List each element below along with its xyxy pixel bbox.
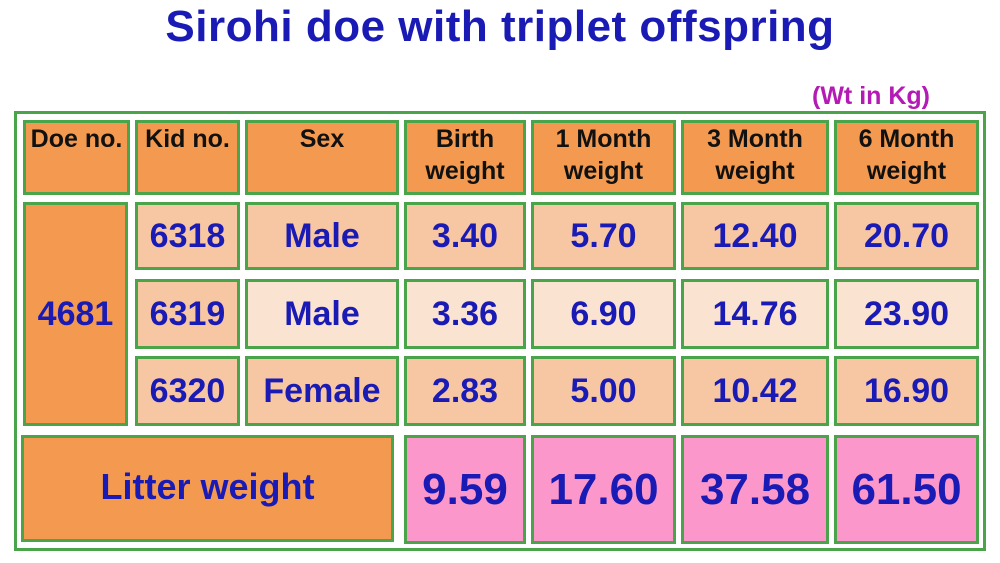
month6-weight-cell: 23.90 [834,279,979,349]
birth-weight-cell: 3.40 [404,202,526,270]
litter-weight-label: Litter weight [21,435,394,542]
month1-weight-cell: 5.00 [531,356,676,426]
litter-6-month-weight: 61.50 [834,435,979,544]
header-doe-no: Doe no. [23,120,130,195]
header-sex: Sex [245,120,399,195]
sex-cell: Female [245,356,399,426]
month3-weight-cell: 12.40 [681,202,829,270]
birth-weight-cell: 2.83 [404,356,526,426]
litter-1-month-weight: 17.60 [531,435,676,544]
litter-3-month-weight: 37.58 [681,435,829,544]
kid-no-cell: 6320 [135,356,240,426]
units-note: (Wt in Kg) [812,82,931,110]
sex-cell: Male [245,202,399,270]
month6-weight-cell: 16.90 [834,356,979,426]
header-6-month-weight: 6 Month weight [834,120,979,195]
month6-weight-cell: 20.70 [834,202,979,270]
header-1-month-weight: 1 Month weight [531,120,676,195]
month1-weight-cell: 6.90 [531,279,676,349]
month3-weight-cell: 14.76 [681,279,829,349]
month1-weight-cell: 5.70 [531,202,676,270]
month3-weight-cell: 10.42 [681,356,829,426]
litter-birth-weight: 9.59 [404,435,526,544]
kid-no-cell: 6318 [135,202,240,270]
header-kid-no: Kid no. [135,120,240,195]
header-birth-weight: Birth weight [404,120,526,195]
birth-weight-cell: 3.36 [404,279,526,349]
sex-cell: Male [245,279,399,349]
header-3-month-weight: 3 Month weight [681,120,829,195]
doe-number-cell: 4681 [23,202,128,426]
page-title: Sirohi doe with triplet offspring [165,2,835,51]
kid-no-cell: 6319 [135,279,240,349]
